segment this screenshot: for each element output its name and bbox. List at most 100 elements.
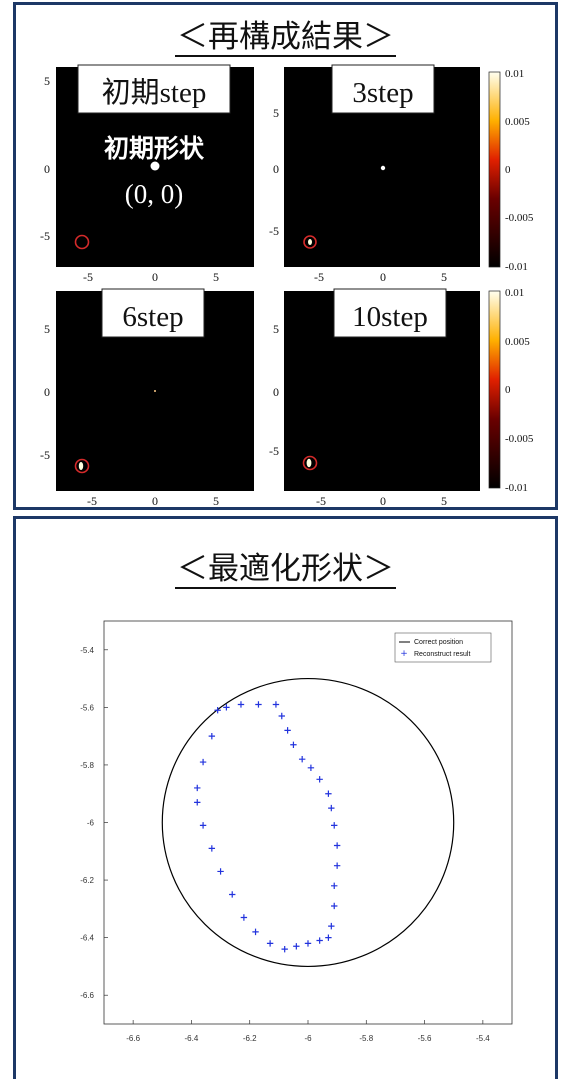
reconstruct-point — [325, 934, 332, 941]
target-marker — [302, 455, 318, 471]
reconstruct-point — [333, 862, 341, 869]
xtick: 5 — [213, 494, 219, 508]
reconstruct-point — [214, 707, 221, 714]
reconstruction-results-title: ＜再構成結果＞ — [16, 19, 555, 57]
reconstruct-point — [307, 764, 315, 772]
colorbar-tick: -0.005 — [505, 212, 534, 224]
xtick: 0 — [152, 270, 158, 284]
reconstruct-point — [333, 842, 341, 849]
reconstruct-point — [208, 845, 216, 852]
reconstruct-point — [223, 704, 230, 711]
reconstruct-point — [331, 902, 338, 910]
subplot-3step: 3step 5 0 -5 -5 0 5 — [269, 64, 480, 284]
colorbar-tick: 0.005 — [505, 116, 530, 128]
reconstruct-point — [331, 822, 338, 829]
plot-frame — [103, 620, 513, 1025]
initial-shape-dot — [150, 161, 160, 171]
target-marker — [74, 234, 90, 250]
colorbar-tick: 0.01 — [505, 68, 524, 80]
y-tick-label: -5.8 — [80, 761, 94, 770]
colorbar-tick: 0 — [505, 164, 511, 176]
xtick: -5 — [316, 494, 326, 508]
reconstruct-point — [284, 727, 291, 734]
initial-step-label: 初期step — [102, 76, 207, 109]
y-tick-label: -5.4 — [80, 646, 94, 655]
xtick: -5 — [87, 494, 97, 508]
x-tick-label: -6 — [304, 1034, 312, 1043]
reconstruct-point — [290, 741, 297, 748]
reconstruct-point — [293, 943, 300, 950]
xtick: 5 — [441, 494, 447, 508]
y-axis: -5.4 -5.6 -5.8 -6 -6.2 -6.4 -6.6 — [80, 646, 108, 1000]
initial-step-label-box — [77, 64, 231, 114]
xtick: -5 — [314, 270, 324, 284]
initial-coord-label: (0, 0) — [125, 179, 183, 209]
x-tick-label: -6.6 — [126, 1034, 140, 1043]
reconstruct-point — [240, 914, 248, 921]
reconstruct-point — [316, 776, 323, 783]
reconstruct-point — [281, 945, 288, 953]
colorbar-top: 0.01 0.005 0 -0.005 -0.01 — [488, 68, 534, 273]
colorbar-tick: -0.01 — [505, 482, 528, 494]
reconstruct-point — [208, 732, 216, 740]
3step-label-box — [331, 64, 435, 114]
colorbar-tick: -0.01 — [505, 261, 528, 273]
3step-shape-dot — [380, 165, 386, 171]
optimized-shape-plot: -6.6 -6.4 -6.2 -6 -5.8 -5.6 -5.4 -5.4-5.6-5.8-… — [80, 620, 513, 1043]
ytick: -5 — [40, 448, 50, 462]
reconstruct-point — [328, 804, 335, 812]
reconstruction-results-title-text: ＜再構成結果＞ — [175, 19, 396, 57]
xtick: 5 — [213, 270, 219, 284]
optimized-shape-panel: ＜最適化形状＞ -6.6 -6.4 -6.2 -6 -5.8 -5.6 -5.4 -5.4-… — [13, 516, 558, 1079]
x-tick-label: -5.8 — [359, 1034, 373, 1043]
series-layer — [161, 677, 455, 968]
subplot-6step: 6step 5 0 -5 -5 0 5 — [40, 288, 254, 508]
ytick: -5 — [40, 229, 50, 243]
subplot-initial-step: 初期step 初期形状 (0, 0) 5 0 -5 -5 0 5 — [40, 64, 254, 284]
legend-plus-icon: + — [400, 649, 408, 659]
initial-shape-annotation: 初期形状 — [104, 134, 205, 163]
ytick: 0 — [273, 385, 279, 399]
ytick: 5 — [273, 322, 279, 336]
ytick: 0 — [44, 162, 50, 176]
colorbar-bottom: 0.01 0.005 0 -0.005 -0.01 — [488, 287, 534, 494]
ytick: 0 — [44, 385, 50, 399]
ytick: 5 — [273, 106, 279, 120]
reconstruct-point — [199, 758, 207, 766]
ytick: 5 — [44, 74, 50, 88]
colorbar-tick: 0.01 — [505, 287, 524, 299]
reconstruct-point — [266, 940, 274, 947]
reconstruct-point — [316, 937, 323, 944]
reconstruct-point — [237, 701, 245, 708]
6step-shape-dot — [154, 390, 156, 392]
x-tick-label: -6.2 — [243, 1034, 257, 1043]
legend-box — [394, 632, 492, 663]
reconstruct-point — [252, 928, 259, 936]
colorbar-top-gradient — [488, 71, 501, 268]
y-tick-label: -6 — [87, 819, 95, 828]
reconstruct-point — [331, 882, 338, 890]
3step-label: 3step — [352, 77, 413, 109]
reconstruction-grid: 初期step 初期形状 (0, 0) 5 0 -5 -5 0 5 3step 5… — [40, 64, 534, 508]
xtick: 0 — [380, 270, 386, 284]
6step-label-box — [101, 288, 205, 338]
ytick: 0 — [273, 162, 279, 176]
reconstruct-point — [229, 891, 236, 898]
x-tick-label: -6.4 — [185, 1034, 199, 1043]
reconstruct-point — [304, 940, 312, 947]
6step-reconstruction-blob — [78, 462, 84, 470]
y-tick-label: -6.2 — [80, 876, 94, 885]
target-marker — [74, 458, 90, 474]
reconstruct-point — [199, 822, 207, 829]
reconstruct-point — [278, 712, 285, 720]
reconstruct-point — [272, 701, 280, 708]
x-tick-label: -5.6 — [418, 1034, 432, 1043]
reconstruct-point — [325, 790, 332, 797]
optimized-shape-title-text: ＜最適化形状＞ — [175, 551, 396, 589]
correct-position-circle — [161, 677, 455, 968]
reconstruction-results-panel: ＜再構成結果＞ 初期step 初期形状 (0, 0) 5 0 -5 -5 0 — [13, 2, 558, 510]
reconstruct-point — [217, 868, 224, 875]
colorbar-tick: -0.005 — [505, 433, 534, 445]
xtick: 0 — [152, 494, 158, 508]
10step-label-box — [333, 288, 447, 338]
